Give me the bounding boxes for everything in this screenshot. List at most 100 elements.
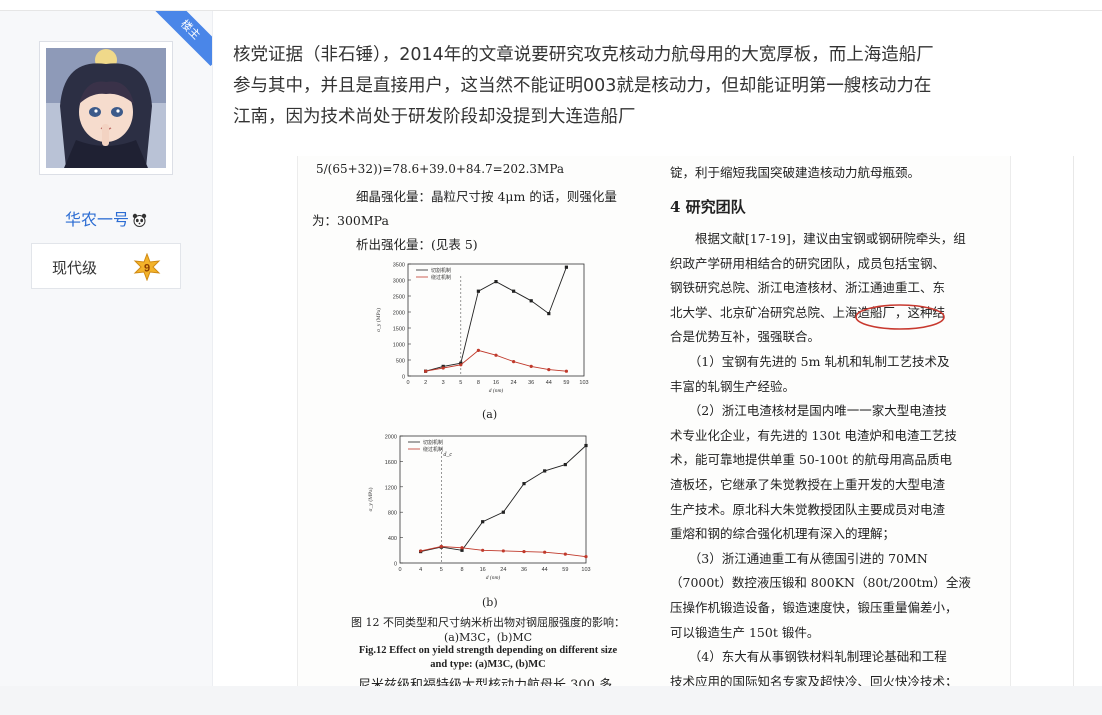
y-tick-label: 400 — [388, 536, 397, 542]
x-axis-label: d (nm) — [486, 574, 501, 581]
data-point — [481, 548, 485, 552]
data-point — [563, 462, 567, 467]
user-rank[interactable]: 现代级 9 — [31, 243, 181, 289]
top-divider — [0, 10, 1102, 11]
section-title: 4 研究团队 — [670, 198, 746, 216]
paper-line: （3）浙江通迪重工有从德国引进的 70MN — [670, 550, 928, 566]
paper-line: 锭，利于缩短我国突破建造核动力航母瓶颈。 — [670, 165, 921, 180]
paper-line: 为：300MPa — [312, 213, 389, 228]
y-tick-label: 0 — [394, 562, 397, 568]
y-tick-label: 0 — [402, 375, 405, 381]
data-point — [460, 546, 464, 550]
paper-line: 根据文献[17-19]，建议由宝钢或钢研院牵头，组 — [670, 231, 966, 246]
avatar-image — [46, 48, 166, 168]
data-point — [460, 548, 464, 552]
data-point — [563, 552, 567, 556]
data-point — [564, 369, 568, 373]
data-point — [419, 549, 423, 553]
data-point — [424, 369, 428, 373]
x-tick-label: 44 — [546, 380, 552, 386]
chart-b-label: (b) — [482, 596, 498, 609]
author-sidebar: 楼主 华农一号 现代级 9 — [0, 11, 213, 686]
data-point — [547, 368, 551, 372]
paper-line: （7000t）数控液压锻和 800KN（80t/200tm）全液 — [670, 575, 971, 591]
x-tick-label: 24 — [500, 567, 506, 573]
y-tick-label: 1600 — [385, 460, 397, 466]
legend-entry: 切割机制 — [423, 439, 443, 446]
x-tick-label: 5 — [459, 380, 462, 386]
post-line: 江南，因为技术尚处于研发阶段却没提到大连造船厂 — [233, 107, 636, 127]
paper-line: 合是优势互补，强强联合。 — [670, 329, 821, 345]
figure-caption-cn: 图 12 不同类型和尺寸纳米析出物对钢屈服强度的影响： — [351, 616, 625, 629]
post-line: 核党证据（非石锤），2014年的文章说要研究攻克核动力航母用的大宽厚板，而上海造… — [233, 45, 934, 65]
formula-line: 5/(65+32))=78.6+39.0+84.7=202.3MPa — [316, 162, 565, 176]
data-point — [529, 299, 533, 303]
x-tick-label: 59 — [562, 567, 568, 573]
data-point — [564, 265, 568, 269]
figure-caption-en: Fig.12 Effect on yield strength dependin… — [358, 645, 618, 656]
paper-line: 重熔和钢的综合强化机理有深入的理解； — [670, 526, 896, 542]
scanned-paper-image[interactable]: 5/(65+32))=78.6+39.0+84.7=202.3MPa 细晶强化量… — [297, 156, 1011, 692]
paper-line: （1）宝钢有先进的 5m 轧机和轧制工艺技术及 — [670, 354, 950, 369]
x-tick-label: 16 — [493, 380, 499, 386]
figure-caption-en: and type: (a)M3C, (b)MC — [430, 659, 546, 670]
chart-a: 0 500 1000 1500 2000 2500 3000 3500 0 2 3 5 8 16 24 36 4… — [375, 263, 589, 395]
avatar[interactable] — [39, 41, 173, 175]
paper-line: 可以锻造生产 150t 锻件。 — [670, 624, 820, 640]
x-tick-label: 8 — [477, 380, 480, 386]
x-tick-label: 0 — [406, 380, 409, 386]
data-point — [543, 550, 547, 554]
series-line — [420, 445, 587, 553]
data-point — [476, 289, 480, 293]
x-tick-label: 103 — [581, 567, 590, 573]
panda-icon — [132, 213, 147, 232]
data-point — [441, 364, 445, 368]
paper-line: 渣板坯，它继承了朱觉教授在上重开发的大型电渣 — [670, 477, 946, 492]
x-tick-label: 16 — [480, 567, 486, 573]
y-tick-label: 1500 — [393, 327, 405, 333]
paper-line: 钢铁研究总院、浙江电渣核材、浙江通迪重工、东 — [670, 280, 946, 296]
y-tick-label: 800 — [388, 511, 397, 517]
critical-size-label: d_c — [443, 452, 452, 458]
legend-entry: 切割机制 — [431, 267, 451, 274]
x-tick-label: 44 — [542, 567, 548, 573]
x-tick-label: 8 — [460, 567, 463, 573]
x-tick-label: 3 — [442, 380, 445, 386]
rank-level: 9 — [144, 263, 150, 275]
post-footer-strip — [0, 686, 1102, 715]
data-point — [584, 555, 588, 559]
data-point — [584, 443, 588, 448]
data-point — [476, 348, 480, 352]
data-point — [522, 549, 526, 554]
data-point — [459, 361, 463, 365]
x-axis-label: d (nm) — [489, 387, 504, 394]
figure-caption-cn: (a)M3C，(b)MC — [443, 631, 533, 644]
x-tick-label: 24 — [511, 380, 517, 386]
paper-line: 北大学、北京矿冶研究总院、上海造船厂，这种结 — [670, 304, 946, 320]
paper-line: 丰富的轧钢生产经验。 — [670, 378, 796, 394]
paper-line: 技术应用的国际知名专家及超快冷、回火快冷技术； — [670, 673, 958, 689]
paper-line: 生产技术。原北科大朱觉教授团队主要成员对电渣 — [670, 501, 946, 517]
legend-entry: 绕过机制 — [431, 274, 451, 281]
x-tick-label: 4 — [419, 567, 422, 573]
paper-line: （2）浙江电渣核材是国内唯一一家大型电渣技 — [670, 403, 947, 419]
rank-label: 现代级 — [52, 259, 98, 277]
data-point — [441, 366, 445, 370]
data-point — [494, 353, 498, 357]
y-tick-label: 1000 — [393, 343, 405, 349]
x-tick-label: 36 — [521, 567, 527, 573]
paper-line: 压操作机锻造设备，锻造速度快，锻压重量偏差小， — [670, 600, 958, 615]
x-tick-label: 5 — [440, 567, 443, 573]
y-axis-label: σ_y (MPa) — [367, 487, 374, 511]
username-link[interactable]: 华农一号 — [64, 210, 129, 229]
data-point — [501, 549, 505, 553]
username-row: 华农一号 — [0, 206, 212, 232]
series-line — [425, 349, 567, 372]
scroll-rail — [1073, 156, 1074, 686]
data-point — [522, 482, 526, 486]
y-tick-label: 500 — [396, 359, 405, 365]
chart-b: 0 400 800 1200 1600 2000 0 4 5 8 16 24 36 44 59 103 d (n… — [367, 435, 591, 582]
x-tick-label: 2 — [424, 380, 427, 386]
x-tick-label: 103 — [579, 380, 588, 386]
data-point — [512, 289, 516, 293]
